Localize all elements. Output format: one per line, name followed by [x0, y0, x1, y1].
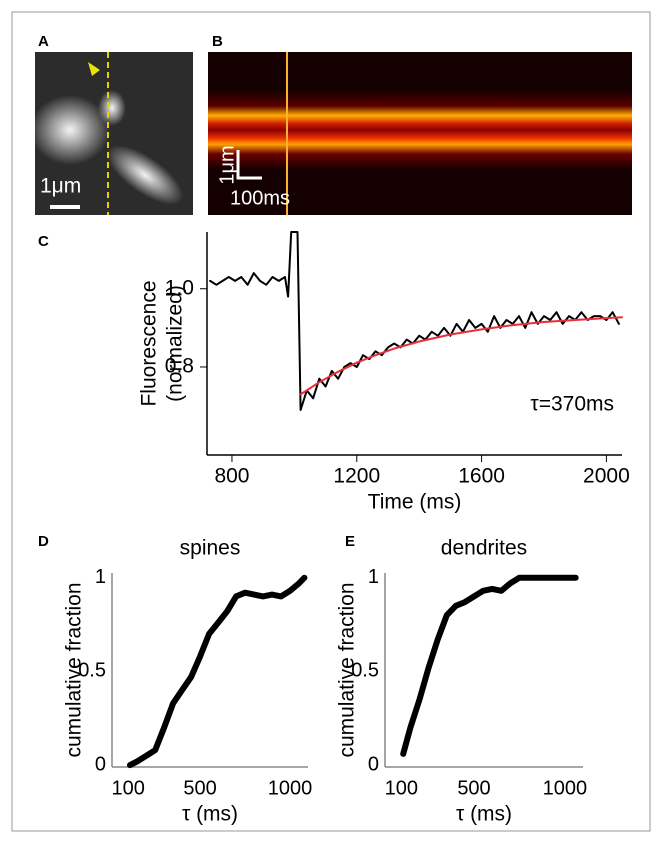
- x-tick-label: 100: [111, 777, 144, 799]
- data-line: [400, 574, 579, 757]
- spine-blob: [98, 90, 126, 126]
- scale-label: 1μm: [216, 145, 238, 184]
- y-tick-label: 1: [95, 566, 106, 588]
- x-tick-label: 1200: [333, 465, 380, 488]
- data-line: [209, 231, 620, 411]
- panel-b: 1μm 100ms: [208, 52, 632, 215]
- x-axis-label: τ (ms): [456, 803, 512, 826]
- panel-label: B: [212, 33, 223, 50]
- panel-label: D: [38, 533, 49, 550]
- x-tick-label: 2000: [583, 465, 630, 488]
- dendrite-blob: [106, 145, 184, 205]
- y-axis-label: (normalized): [164, 285, 187, 402]
- panel-label: A: [38, 33, 49, 50]
- y-axis-label: cumulative fraction: [63, 582, 86, 757]
- scale-label: 100ms: [230, 187, 290, 209]
- y-tick-label: 0: [95, 753, 106, 775]
- x-tick-label: 1600: [458, 465, 505, 488]
- data-line: [299, 316, 623, 396]
- scale-bar: [236, 150, 262, 180]
- annotation: τ=370ms: [530, 393, 614, 416]
- x-tick-label: 500: [183, 777, 216, 799]
- panel-a: 1μm: [30, 52, 193, 215]
- panel-label: E: [345, 533, 355, 550]
- x-tick-label: 800: [214, 465, 249, 488]
- scale-label: 1μm: [40, 175, 81, 198]
- x-axis-label: τ (ms): [182, 803, 238, 826]
- arrowhead: [88, 62, 100, 76]
- x-tick-label: 500: [457, 777, 490, 799]
- y-tick-label: 0: [368, 753, 379, 775]
- frame: [11, 11, 651, 832]
- chart-title: dendrites: [441, 537, 527, 560]
- x-axis-label: Time (ms): [368, 491, 462, 514]
- y-tick-label: 1: [368, 566, 379, 588]
- data-line: [127, 574, 308, 769]
- x-tick-label: 1000: [543, 777, 588, 799]
- y-axis-label: cumulative fraction: [336, 582, 359, 757]
- y-tick-label: 0.5: [78, 660, 106, 682]
- dendrite-blob: [30, 95, 110, 165]
- x-tick-label: 1000: [268, 777, 313, 799]
- chart-title: spines: [180, 537, 241, 560]
- y-tick-label: 0.5: [351, 660, 379, 682]
- linescan-bands: [208, 90, 632, 170]
- y-tick-label: 0.8: [165, 355, 194, 378]
- y-axis-label: Fluorescence: [138, 280, 161, 406]
- panel-label: C: [38, 233, 49, 250]
- y-tick-label: 1.0: [165, 276, 194, 299]
- x-tick-label: 100: [385, 777, 418, 799]
